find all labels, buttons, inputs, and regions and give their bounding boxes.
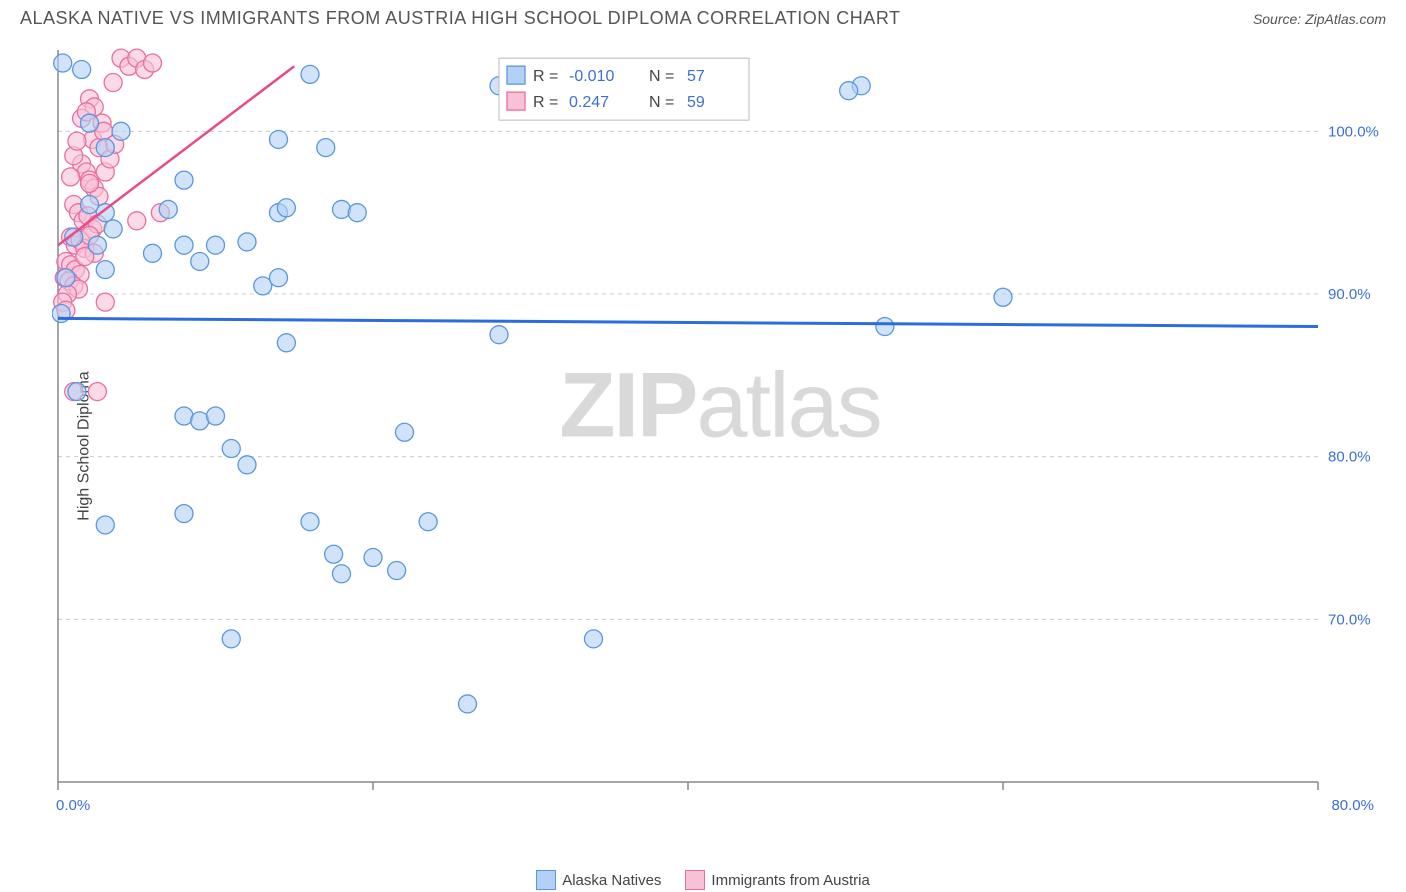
svg-text:80.0%: 80.0% (1328, 449, 1371, 466)
bottom-legend: Alaska Natives Immigrants from Austria (0, 870, 1406, 890)
svg-text:57: 57 (687, 68, 705, 85)
svg-text:-0.010: -0.010 (569, 68, 614, 85)
svg-text:N =: N = (649, 68, 674, 85)
svg-text:70.0%: 70.0% (1328, 611, 1371, 628)
chart-title: ALASKA NATIVE VS IMMIGRANTS FROM AUSTRIA… (20, 8, 900, 29)
legend-swatch-austria (685, 870, 705, 890)
source-label: Source: ZipAtlas.com (1253, 11, 1386, 27)
chart-area: ZIPatlas 70.0%80.0%90.0%100.0%0.0%80.0%R… (52, 44, 1388, 832)
source-link[interactable]: ZipAtlas.com (1305, 11, 1386, 27)
svg-text:R =: R = (533, 68, 558, 85)
svg-text:59: 59 (687, 94, 705, 111)
svg-text:100.0%: 100.0% (1328, 123, 1379, 140)
scatter-chart: 70.0% 80.0% 90.0% 100.0% 0.0% 80.0% R = -0.010 N… (52, 44, 1388, 832)
svg-text:R =: R = (533, 94, 558, 111)
svg-text:80.0%: 80.0% (1331, 797, 1374, 814)
legend-swatch-alaska (536, 870, 556, 890)
svg-text:N =: N = (649, 94, 674, 111)
legend-item-alaska: Alaska Natives (536, 870, 661, 890)
header: ALASKA NATIVE VS IMMIGRANTS FROM AUSTRIA… (0, 0, 1406, 33)
svg-text:0.247: 0.247 (569, 94, 609, 111)
legend-item-austria: Immigrants from Austria (685, 870, 869, 890)
svg-text:0.0%: 0.0% (56, 797, 90, 814)
svg-text:90.0%: 90.0% (1328, 286, 1371, 303)
